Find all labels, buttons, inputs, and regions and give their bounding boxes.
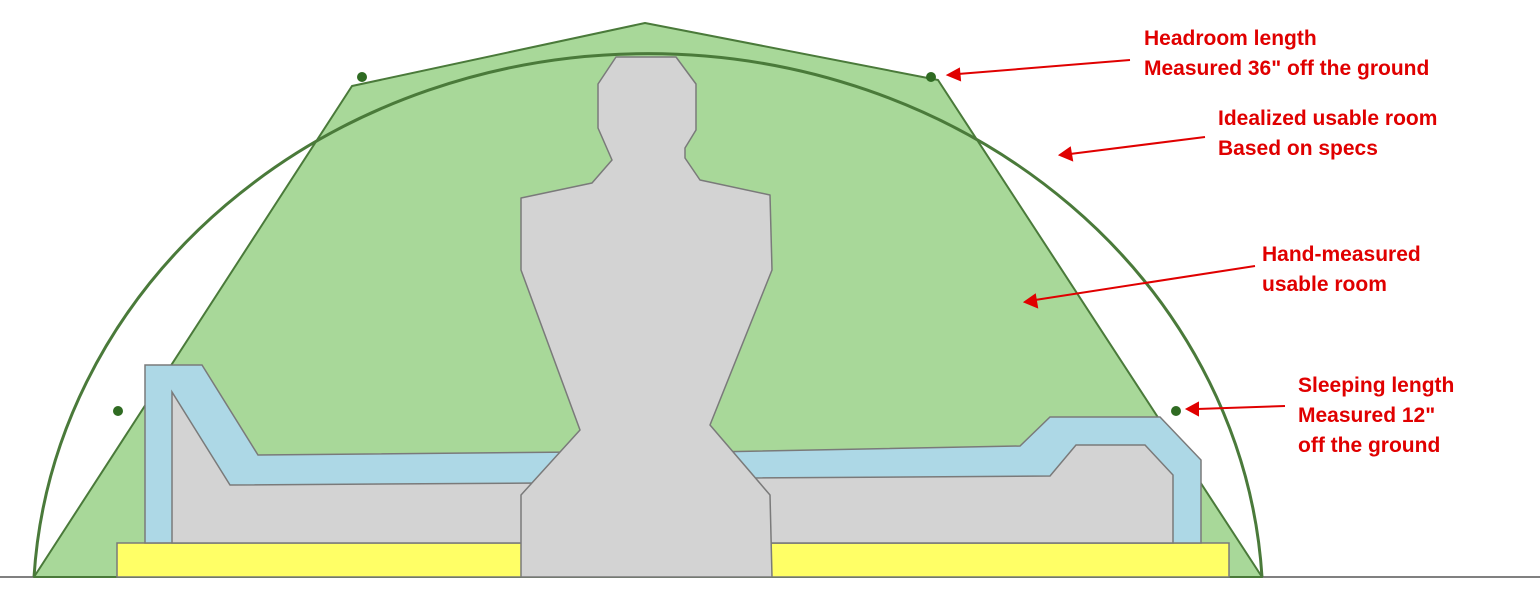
- headroom-label-line1: Headroom length: [1144, 27, 1317, 50]
- lying-person-right: [749, 444, 1174, 544]
- sleeping-left-dot: [113, 406, 123, 416]
- idealized-usable-room-arc: [32, 52, 1264, 578]
- headroom-right-dot: [926, 72, 936, 82]
- hand-measured-label-line2: usable room: [1262, 273, 1387, 296]
- idealized-label-line2: Based on specs: [1218, 137, 1378, 160]
- sleeping-label-line1: Sleeping length: [1298, 374, 1454, 397]
- headroom-label-line2: Measured 36" off the ground: [1144, 57, 1429, 80]
- idealized-arrow: [1069, 136, 1206, 155]
- headroom-left-dot: [357, 72, 367, 82]
- idealized-label-line1: Idealized usable room: [1218, 107, 1437, 130]
- hand-measured-label-line1: Hand-measured: [1262, 243, 1421, 266]
- sleeping-label-line3: off the ground: [1298, 434, 1440, 457]
- sleeping-arrow: [1196, 405, 1286, 410]
- hand-measured-arrow: [1034, 265, 1256, 301]
- annotation-arrows: [945, 59, 1286, 417]
- headroom-arrow: [957, 59, 1131, 75]
- lying-person-left: [171, 389, 541, 544]
- sleeping-arrow-head: [1184, 401, 1199, 417]
- seated-person-silhouette: [520, 56, 773, 578]
- headroom-arrow-head: [945, 67, 962, 82]
- sleeping-right-dot: [1171, 406, 1181, 416]
- hand-measured-arrow-head: [1022, 293, 1039, 309]
- idealized-arrow-head: [1057, 146, 1074, 162]
- sleeping-label-line2: Measured 12": [1298, 404, 1435, 427]
